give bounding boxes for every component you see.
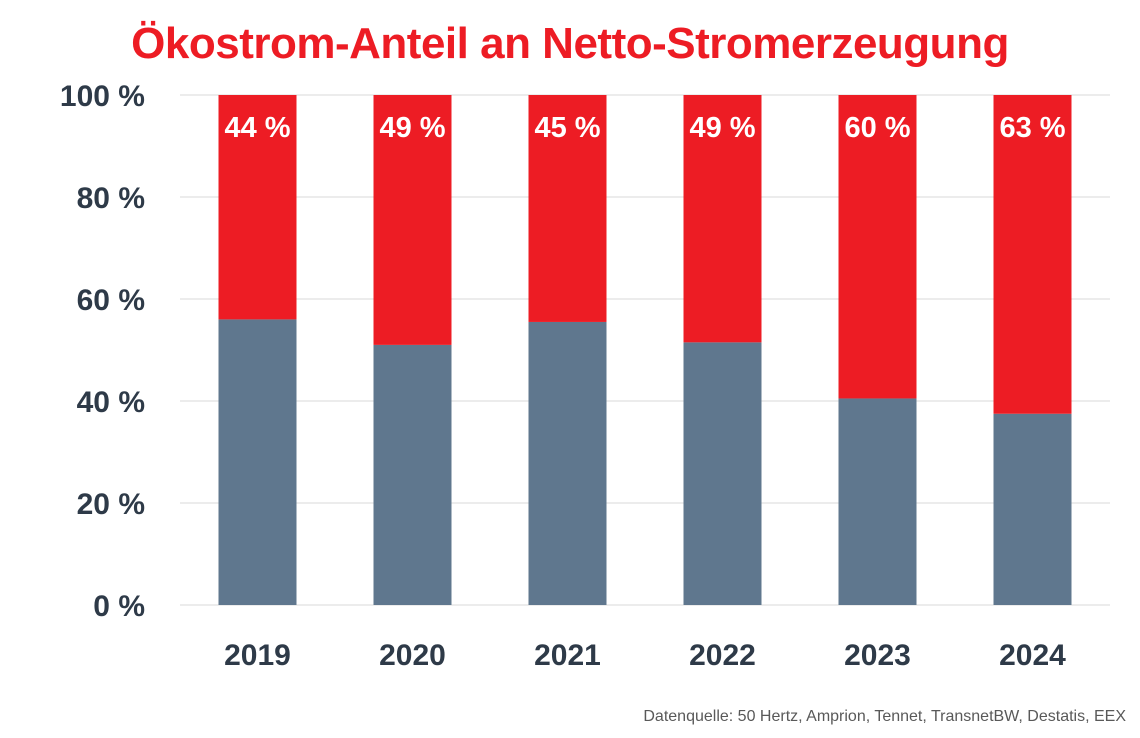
bar-segment-lower [218, 319, 297, 605]
x-axis-ticks: 2019 2020 2021 2022 2023 2024 [224, 639, 1066, 672]
y-tick-label: 100 % [60, 80, 145, 113]
y-tick-label: 40 % [77, 386, 145, 419]
y-tick-label: 20 % [77, 488, 145, 521]
bar-segment-lower [373, 344, 452, 605]
bar-segment-upper [218, 95, 297, 320]
source-note: Datenquelle: 50 Hertz, Amprion, Tennet, … [643, 708, 1126, 725]
bar-segment-upper [373, 95, 452, 345]
data-label: 60 % [844, 112, 910, 144]
x-tick-label: 2024 [999, 639, 1066, 672]
bar-segment-lower [838, 398, 917, 605]
bar-segment-upper [683, 95, 762, 343]
data-label: 45 % [534, 112, 600, 144]
y-tick-label: 80 % [77, 182, 145, 215]
x-tick-label: 2019 [224, 639, 291, 672]
bar-segment-upper [838, 95, 917, 399]
bar-segment-lower [993, 413, 1072, 605]
bar-segment-upper [528, 95, 607, 322]
gridlines [180, 94, 1110, 606]
data-label: 63 % [999, 112, 1065, 144]
data-label: 44 % [224, 112, 290, 144]
y-tick-label: 0 % [93, 590, 145, 623]
y-axis-ticks: 0 % 20 % 40 % 60 % 80 % 100 % [60, 80, 145, 623]
chart-title: Ökostrom-Anteil an Netto-Stromerzeugung [131, 19, 1009, 68]
bar-segment-upper [993, 95, 1072, 414]
data-label: 49 % [379, 112, 445, 144]
bar-segment-lower [528, 321, 607, 605]
bar-segment-lower [683, 342, 762, 605]
data-label: 49 % [689, 112, 755, 144]
bars [218, 95, 1072, 605]
x-tick-label: 2020 [379, 639, 446, 672]
x-tick-label: 2023 [844, 639, 911, 672]
x-tick-label: 2022 [689, 639, 756, 672]
x-tick-label: 2021 [534, 639, 601, 672]
y-tick-label: 60 % [77, 284, 145, 317]
data-labels: 44 % 49 % 45 % 49 % 60 % 63 % [224, 112, 1065, 144]
